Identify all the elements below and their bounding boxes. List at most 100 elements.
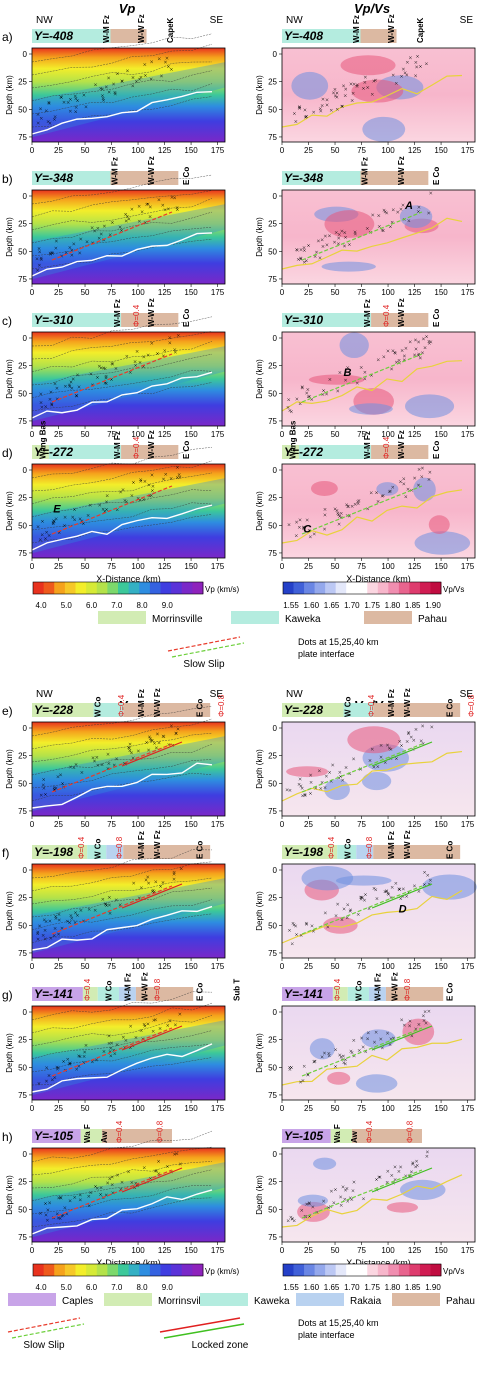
earthquake-cross bbox=[57, 912, 61, 916]
earthquake-cross bbox=[68, 921, 72, 925]
y-tick-label: 75 bbox=[18, 549, 27, 558]
earthquake-cross bbox=[337, 513, 340, 517]
earthquake-cross bbox=[63, 384, 67, 388]
earthquake-cross bbox=[164, 472, 168, 476]
x-tick-label: 0 bbox=[280, 562, 285, 571]
earthquake-cross bbox=[428, 878, 432, 882]
earthquake-cross bbox=[71, 515, 75, 519]
plot-frame bbox=[281, 189, 476, 285]
earthquake-cross bbox=[175, 208, 179, 212]
colorbar-tick-label: 8.0 bbox=[136, 1283, 148, 1292]
earthquake-cross bbox=[65, 919, 69, 923]
earthquake-cross bbox=[140, 210, 144, 214]
earthquake-cross bbox=[298, 518, 302, 522]
earthquake-cross bbox=[43, 928, 47, 932]
high-ratio-zone bbox=[322, 916, 358, 934]
panel-letter: d) bbox=[2, 446, 13, 460]
earthquake-cross bbox=[36, 268, 40, 272]
y-tick-label: 25 bbox=[268, 362, 277, 371]
plot-frame bbox=[31, 463, 226, 559]
colorbar-cell bbox=[356, 582, 368, 594]
earthquake-cross bbox=[84, 105, 88, 109]
earthquake-cross bbox=[318, 256, 322, 260]
earthquake-cross bbox=[39, 107, 42, 111]
vp-panel-7: Y=-141 W Co W-M Fz W-W Fz E Co Sub TΦ=0.4 Φ=0.… bbox=[2, 972, 242, 1113]
earthquake-cross bbox=[69, 380, 73, 384]
earthquake-cross bbox=[110, 1041, 114, 1045]
earthquake-cross bbox=[374, 888, 378, 892]
resolution-contour bbox=[281, 1174, 463, 1228]
colorbar-cell bbox=[325, 582, 337, 594]
earthquake-cross bbox=[174, 732, 178, 736]
earthquake-cross bbox=[299, 248, 303, 252]
earthquake-cross bbox=[173, 1023, 177, 1027]
earthquake-cross bbox=[51, 522, 55, 526]
locked-zone-line bbox=[371, 741, 433, 767]
low-ratio-zone bbox=[309, 1038, 335, 1060]
terrane-bar-pahau bbox=[110, 29, 147, 43]
earthquake-cross bbox=[99, 86, 103, 90]
colorbar-cell bbox=[325, 1264, 337, 1276]
earthquake-cross bbox=[35, 257, 39, 261]
earthquake-cross bbox=[376, 765, 380, 769]
x-tick-label: 25 bbox=[54, 146, 63, 155]
earthquake-cross bbox=[48, 252, 52, 256]
colorbar-cell bbox=[283, 582, 294, 594]
colorbar-cell bbox=[409, 1264, 421, 1276]
phi-marker: Φ=0.8 bbox=[365, 836, 374, 859]
fault-label: W-M Fz bbox=[373, 973, 382, 1001]
earthquake-cross bbox=[112, 82, 116, 86]
resolution-contour bbox=[281, 360, 463, 412]
earthquake-cross bbox=[391, 73, 395, 77]
earthquake-cross bbox=[363, 75, 367, 79]
colorbar-cell bbox=[64, 582, 76, 594]
earthquake-cross bbox=[421, 1014, 425, 1018]
terrane-bar-rakaia bbox=[356, 845, 374, 859]
y-tick-label: 75 bbox=[18, 807, 27, 816]
y-tick-label: 0 bbox=[23, 192, 28, 201]
fault-label: W-M Fz bbox=[113, 431, 122, 459]
earthquake-cross bbox=[427, 341, 431, 345]
earthquake-cross bbox=[110, 221, 114, 224]
earthquake-cross bbox=[343, 1197, 347, 1201]
earthquake-cross bbox=[71, 377, 75, 381]
colorbar-cell bbox=[107, 1264, 119, 1276]
plot-frame bbox=[31, 331, 226, 427]
earthquake-cross bbox=[299, 257, 303, 261]
earthquake-cross bbox=[176, 465, 179, 469]
earthquake-cross bbox=[38, 250, 42, 254]
earthquake-cross bbox=[287, 398, 291, 402]
terrane-bar-pahau bbox=[121, 445, 179, 459]
earthquake-cross bbox=[320, 781, 324, 784]
earthquake-cross bbox=[173, 348, 177, 352]
terrane-bar-kaweka bbox=[87, 845, 107, 859]
colorbar-frame bbox=[282, 1263, 442, 1277]
terrane-bar-pahau bbox=[385, 987, 444, 1001]
earthquake-cross bbox=[420, 475, 424, 479]
colorbar-cell bbox=[346, 582, 358, 594]
earthquake-cross bbox=[343, 1062, 347, 1066]
panel-letter: f) bbox=[2, 846, 9, 860]
phi-marker: Φ=0.4 bbox=[115, 1120, 124, 1143]
x-tick-label: 175 bbox=[461, 146, 475, 155]
resolution-contour bbox=[281, 889, 463, 944]
y-tick-label: 25 bbox=[268, 1036, 277, 1045]
earthquake-cross bbox=[417, 205, 421, 209]
y-tick-label: 75 bbox=[268, 133, 277, 142]
earthquake-cross bbox=[90, 1060, 94, 1064]
contour-line bbox=[31, 83, 213, 115]
terrane-bar-pahau bbox=[123, 703, 211, 717]
x-tick-label: 50 bbox=[331, 1104, 340, 1113]
earthquake-cross bbox=[300, 1208, 304, 1212]
earthquake-cross bbox=[159, 884, 163, 888]
earthquake-cross bbox=[100, 94, 104, 98]
earthquake-cross bbox=[351, 91, 355, 95]
legend-slow-slip-green bbox=[171, 642, 245, 658]
x-tick-label: 0 bbox=[280, 820, 285, 829]
x-tick-label: 150 bbox=[184, 430, 198, 439]
earthquake-cross bbox=[108, 233, 112, 237]
earthquake-cross bbox=[147, 748, 151, 752]
terrane-bar-caples bbox=[282, 1129, 331, 1143]
earthquake-cross bbox=[68, 765, 72, 769]
low-ratio-zone bbox=[362, 116, 406, 142]
